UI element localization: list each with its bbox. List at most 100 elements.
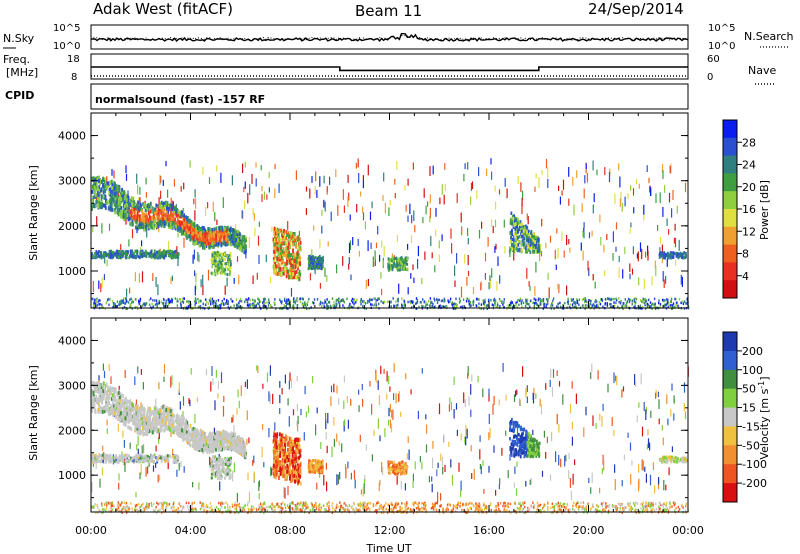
echo-cell (632, 188, 635, 196)
echo-cell (675, 251, 678, 255)
echo-cell (654, 302, 656, 306)
echo-cell (645, 473, 647, 483)
echo-cell (133, 252, 135, 256)
echo-cell (217, 381, 220, 390)
echo-cell (509, 247, 512, 252)
echo-cell (150, 255, 153, 259)
echo-cell (273, 249, 275, 254)
echo-cell (349, 214, 351, 221)
echo-cell (106, 185, 109, 190)
echo-cell (507, 306, 509, 309)
echo-cell (252, 302, 254, 306)
echo-cell (194, 270, 196, 277)
echo-cell (300, 408, 302, 416)
echo-cell (307, 267, 310, 271)
colorbar-swatch (723, 173, 737, 192)
echo-cell (114, 186, 117, 191)
echo-cell (117, 197, 120, 202)
echo-cell (202, 274, 204, 286)
echo-cell (172, 201, 174, 212)
echo-cell (298, 255, 301, 260)
echo-cell (154, 217, 157, 222)
echo-cell (145, 255, 148, 258)
echo-cell (155, 203, 158, 208)
echo-cell (451, 243, 453, 254)
echo-cell (220, 226, 222, 231)
echo-cell (131, 255, 134, 259)
echo-cell (123, 297, 125, 300)
echo-cell (615, 301, 617, 304)
echo-cell (437, 462, 439, 469)
echo-cell (348, 304, 350, 308)
echo-cell (519, 299, 521, 302)
echo-cell (608, 172, 611, 183)
echo-cell (482, 460, 484, 466)
echo-cell (306, 303, 308, 307)
echo-cell (465, 300, 468, 303)
echo-cell (296, 235, 299, 240)
y-tick-label: 4000 (58, 130, 86, 143)
echo-cell (518, 303, 520, 307)
echo-cell (395, 393, 397, 404)
echo-cell (454, 302, 456, 306)
echo-cell (494, 185, 496, 192)
echo-cell (645, 302, 647, 306)
echo-cell (395, 264, 398, 268)
echo-cell (407, 215, 409, 222)
echo-cell (388, 375, 390, 385)
echo-cell (120, 301, 123, 305)
echo-cell (652, 302, 654, 306)
echo-cell (117, 252, 119, 256)
echo-cell (498, 189, 501, 195)
echo-cell (651, 307, 653, 310)
echo-cell (461, 226, 463, 236)
echo-cell (370, 298, 372, 301)
echo-cell (528, 248, 530, 252)
echo-cell (322, 258, 324, 262)
echo-cell (583, 227, 585, 237)
echo-cell (146, 206, 149, 211)
echo-cell (526, 301, 528, 304)
echo-cell (152, 222, 155, 227)
echo-cell (274, 231, 277, 236)
echo-cell (518, 239, 520, 244)
echo-cell (585, 406, 587, 416)
echo-cell (494, 219, 497, 228)
echo-cell (326, 481, 328, 492)
echo-cell (238, 400, 240, 409)
echo-cell (255, 304, 257, 308)
echo-cell (562, 179, 565, 190)
echo-cell (653, 305, 655, 308)
echo-cell (667, 304, 669, 307)
echo-cell (429, 304, 431, 308)
echo-cell (136, 223, 139, 228)
echo-cell (154, 210, 156, 214)
echo-cell (332, 304, 334, 307)
echo-cell (279, 381, 281, 388)
echo-cell (512, 249, 515, 254)
echo-cell (471, 374, 473, 382)
echo-cell (182, 217, 184, 222)
echo-cell (406, 262, 409, 266)
echo-cell (666, 301, 669, 304)
echo-cell (157, 302, 160, 305)
echo-cell (193, 241, 196, 246)
echo-cell (221, 252, 224, 256)
echo-cell (588, 267, 590, 277)
echo-cell (566, 235, 568, 246)
echo-cell (357, 158, 359, 168)
echo-cell (312, 376, 314, 384)
velocity-heatmap (91, 363, 689, 514)
echo-cell (211, 241, 213, 246)
echo-cell (224, 268, 227, 272)
echo-cell (362, 175, 364, 181)
echo-cell (275, 264, 278, 269)
echo-cell (647, 438, 650, 448)
echo-cell (684, 300, 686, 303)
echo-cell (134, 225, 137, 230)
echo-cell (342, 189, 344, 200)
cpid-panel-frame (90, 83, 689, 110)
cpid-label: CPID (5, 89, 34, 102)
echo-cell (238, 236, 241, 241)
echo-cell (92, 281, 94, 292)
